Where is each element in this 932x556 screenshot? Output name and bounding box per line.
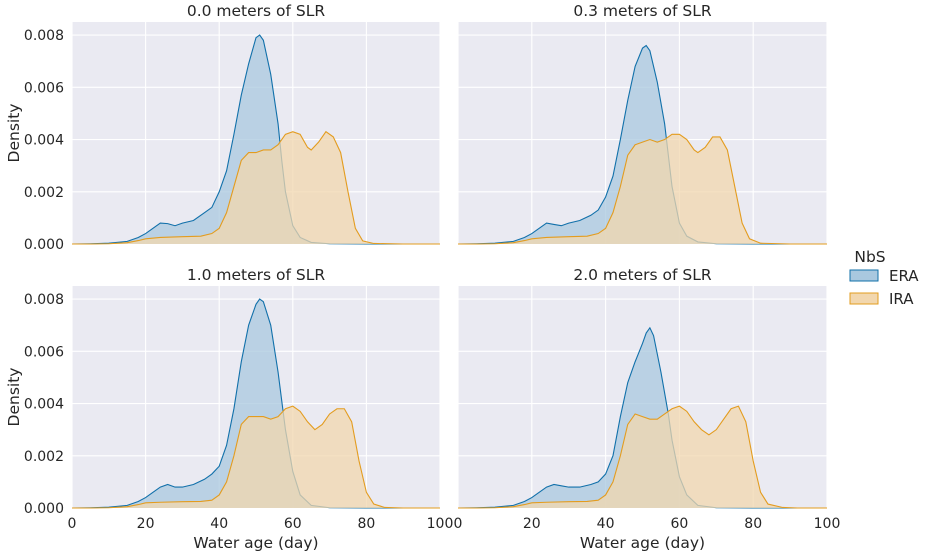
y-tick-label: 0.000 [24, 237, 64, 253]
panel-title: 0.0 meters of SLR [187, 2, 326, 20]
density-area-ira [458, 406, 827, 508]
density-area-ira [458, 134, 827, 244]
panel-title: 1.0 meters of SLR [187, 266, 326, 284]
x-tick-label: 60 [670, 516, 688, 532]
density-area-ira [72, 131, 440, 244]
y-tick-label: 0.002 [24, 449, 64, 465]
x-tick-label: 80 [744, 516, 762, 532]
y-tick-label: 0.008 [24, 28, 64, 44]
y-tick-label: 0.008 [24, 292, 64, 308]
density-line-ira [458, 405, 827, 509]
legend-swatch-era [849, 269, 879, 282]
density-line-ira [72, 405, 440, 509]
x-tick-label: 60 [284, 516, 302, 532]
y-tick-label: 0.002 [24, 185, 64, 201]
x-axis-label: Water age (day) [580, 534, 705, 552]
panels-layer: 0.0 meters of SLR 0.000 0.002 0.004 0.006 0.0… [5, 2, 840, 552]
y-tick-label: 0.004 [24, 397, 64, 413]
y-tick-label: 0.006 [24, 80, 64, 96]
panel-title: 0.3 meters of SLR [573, 2, 712, 20]
x-tick-label: 100 [427, 516, 454, 532]
y-tick-label: 0.000 [24, 501, 64, 517]
y-axis-label: Density [5, 368, 23, 427]
x-tick-label: 0 [68, 516, 77, 532]
density-line-ira [72, 130, 440, 245]
panel-1: 0.0 meters of SLR 0.000 0.002 0.004 0.006 0.0… [5, 2, 441, 253]
panel-title: 2.0 meters of SLR [573, 266, 712, 284]
x-tick-label: 40 [210, 516, 228, 532]
panel-2: 0.3 meters of SLR [457, 2, 828, 245]
density-area-era [72, 35, 440, 245]
legend-label-ira: IRA [889, 290, 914, 308]
density-area-ira [72, 406, 440, 508]
density-line-ira [458, 133, 827, 245]
x-tick-label: 0 [454, 516, 463, 532]
y-axis-label: Density [5, 104, 23, 163]
y-tick-label: 0.006 [24, 344, 64, 360]
x-tick-label: 40 [597, 516, 615, 532]
x-axis-label: Water age (day) [193, 534, 318, 552]
legend-label-era: ERA [889, 267, 919, 285]
panel-3: 1.0 meters of SLR 0.000 0.002 0.004 0.006 0.0… [5, 266, 453, 552]
x-tick-label: 20 [523, 516, 541, 532]
panel-4: 2.0 meters of SLR 0 20 40 60 80 100 Water age (… [454, 266, 841, 552]
x-tick-label: 100 [814, 516, 841, 532]
x-tick-label: 80 [357, 516, 375, 532]
y-tick-label: 0.004 [24, 133, 64, 149]
density-area-era [72, 299, 440, 508]
x-tick-label: 20 [137, 516, 155, 532]
legend-title: NbS [854, 248, 885, 266]
legend-swatch-ira [849, 292, 879, 305]
